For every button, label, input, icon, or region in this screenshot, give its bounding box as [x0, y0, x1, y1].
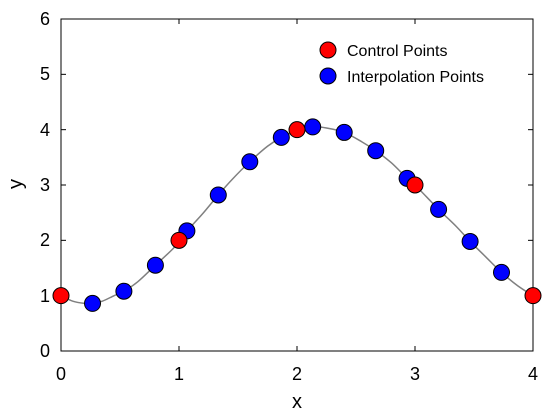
y-tick-label: 4 — [40, 120, 50, 140]
legend-marker-interpolation-points — [319, 67, 337, 85]
control-point — [524, 287, 542, 305]
control-point — [170, 231, 188, 249]
y-tick-label: 3 — [40, 175, 50, 195]
interpolation-point — [84, 294, 102, 312]
x-tick-label: 0 — [56, 364, 66, 384]
interpolation-point — [335, 123, 353, 141]
legend-label-control-points: Control Points — [347, 43, 448, 60]
y-axis-label: y — [5, 179, 27, 189]
interpolation-point — [146, 256, 164, 274]
control-point — [288, 121, 306, 139]
interpolation-point — [367, 142, 385, 160]
x-tick-label: 1 — [174, 364, 184, 384]
interpolation-point — [492, 263, 510, 281]
x-tick-label: 2 — [292, 364, 302, 384]
x-tick-labels: 0 1 2 3 4 — [56, 364, 538, 384]
y-tick-label: 6 — [40, 9, 50, 29]
interpolation-point — [241, 153, 259, 171]
legend-marker-control-points — [319, 41, 337, 59]
x-tick-label: 4 — [528, 364, 538, 384]
y-tick-label: 5 — [40, 64, 50, 84]
x-axis-label: x — [292, 391, 302, 413]
control-point — [52, 287, 70, 305]
legend-label-interpolation-points: Interpolation Points — [347, 69, 484, 86]
interpolation-point — [461, 232, 479, 250]
y-tick-label: 2 — [40, 230, 50, 250]
control-point — [406, 176, 424, 194]
interpolation-point — [272, 128, 290, 146]
interpolation-point — [209, 186, 227, 204]
y-tick-label: 0 — [40, 341, 50, 361]
plot-area — [52, 18, 542, 352]
y-tick-label: 1 — [40, 286, 50, 306]
legend: Control Points Interpolation Points — [319, 41, 484, 86]
interpolation-point — [304, 118, 322, 136]
interpolation-point — [115, 282, 133, 300]
y-tick-labels: 0 1 2 3 4 5 6 — [40, 9, 50, 361]
x-tick-label: 3 — [410, 364, 420, 384]
curve-line — [60, 125, 534, 305]
interpolation-point — [430, 200, 448, 218]
